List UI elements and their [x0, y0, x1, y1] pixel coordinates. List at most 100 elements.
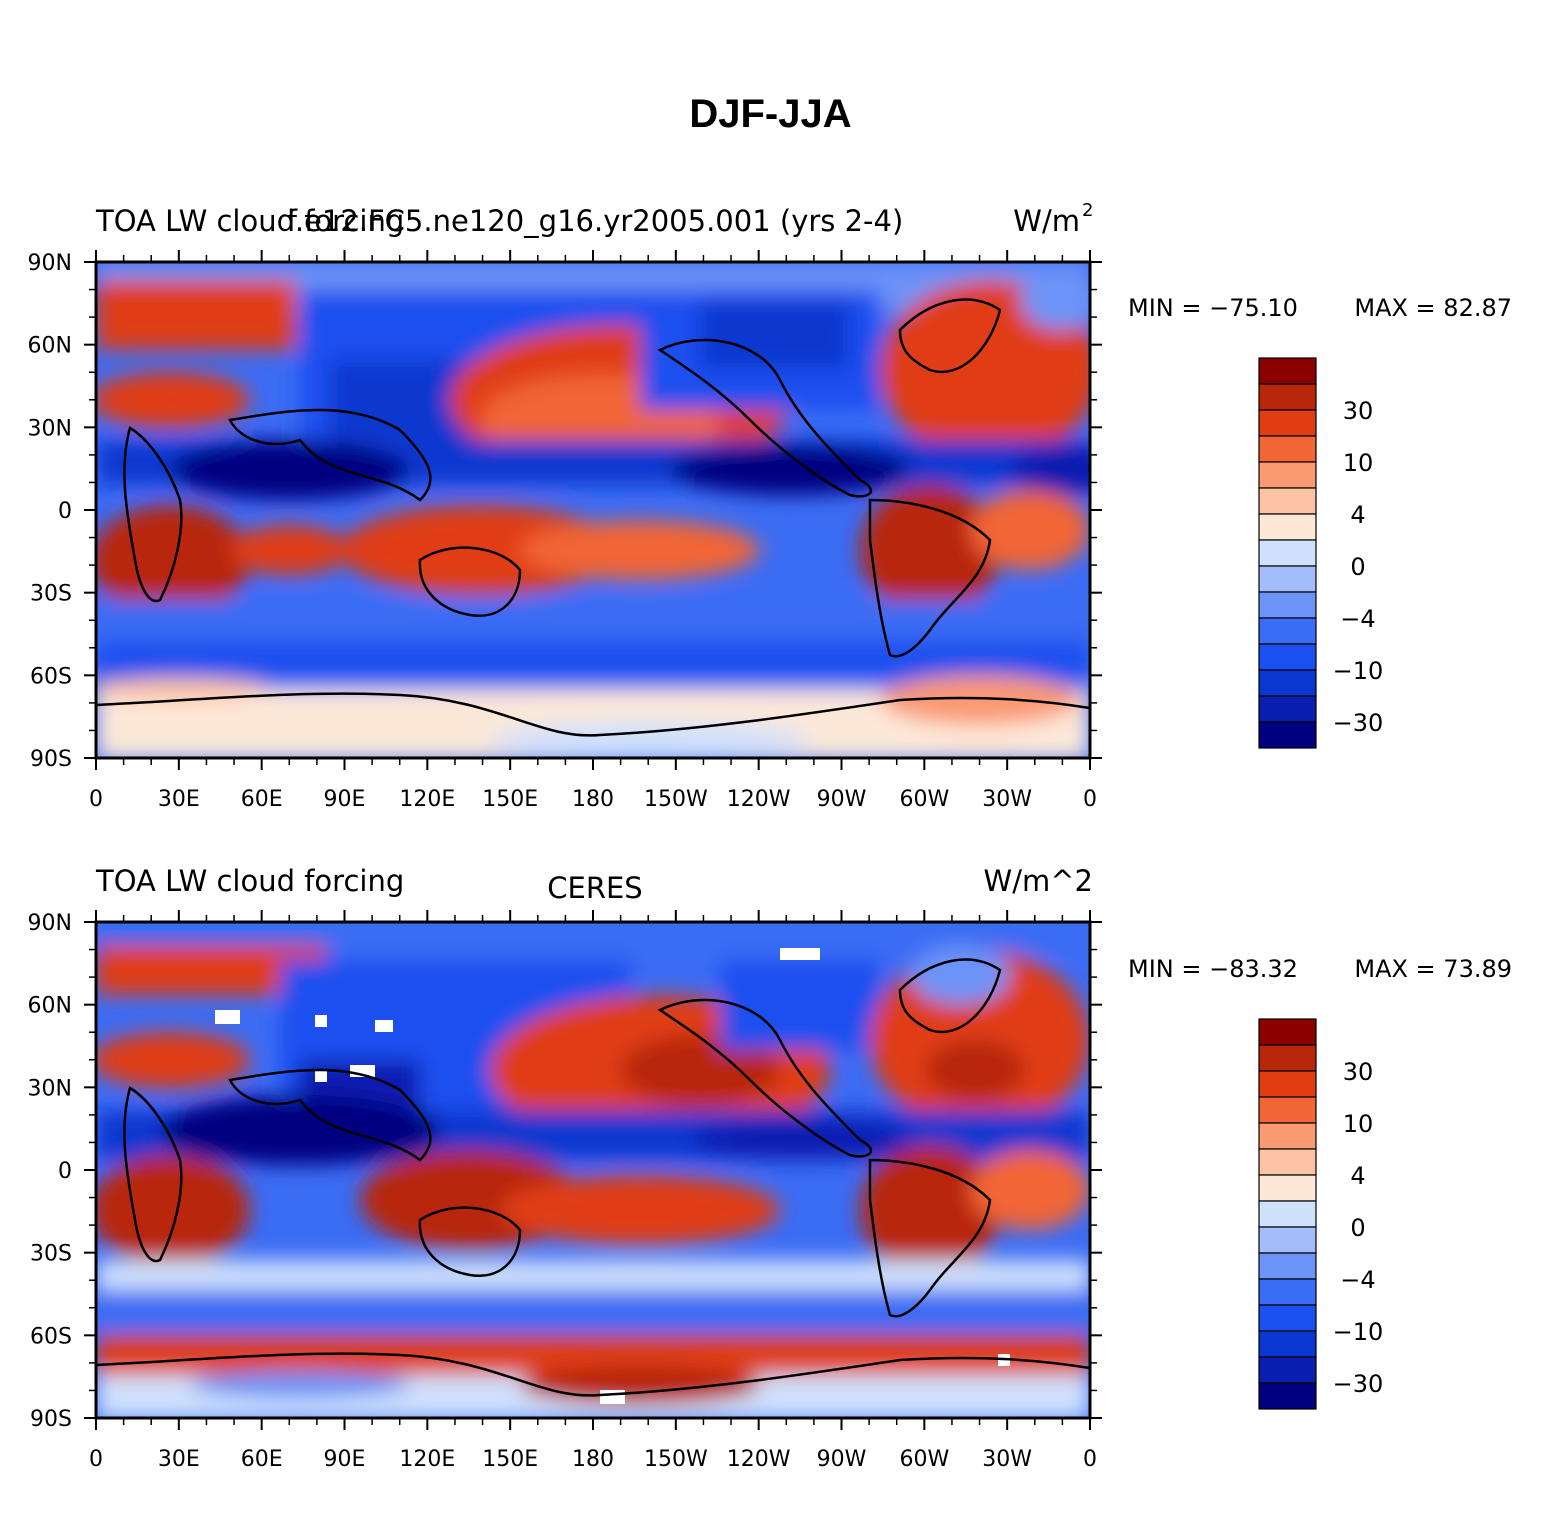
colorbar-swatch — [1258, 591, 1317, 619]
x-tick-label: 120W — [727, 1447, 791, 1472]
colorbar-swatch — [1258, 669, 1317, 697]
panel-left-title: TOA LW cloud forcing — [95, 204, 404, 238]
colorbar-swatch — [1258, 1252, 1317, 1280]
x-tick-label: 30E — [158, 787, 200, 812]
x-tick-label: 150W — [644, 1447, 708, 1472]
field-map — [96, 262, 1090, 758]
colorbar-label: 10 — [1343, 1110, 1374, 1138]
x-tick-label: 0 — [89, 1447, 103, 1472]
panel-left-title: TOA LW cloud forcing — [95, 864, 404, 898]
y-tick-label: 60S — [30, 664, 72, 689]
x-tick-label: 60E — [241, 1447, 283, 1472]
colorbar-label: 30 — [1343, 1058, 1374, 1086]
x-tick-label: 90E — [324, 787, 366, 812]
colorbar-swatch — [1258, 409, 1317, 437]
x-tick-label: 0 — [89, 787, 103, 812]
max-label: MAX = 82.87 — [1354, 294, 1512, 322]
y-tick-label: 90N — [28, 911, 72, 936]
colorbar-label: −10 — [1333, 657, 1384, 685]
colorbar-label: 10 — [1343, 449, 1374, 477]
x-tick-label: 90W — [817, 787, 867, 812]
panel-center-title: CERES — [547, 871, 642, 905]
colorbar-swatch — [1258, 1096, 1317, 1124]
y-tick-label: 90N — [28, 251, 72, 276]
panel-center-title: f.e12.FC5.ne120_g16.yr2005.001 (yrs 2-4) — [287, 204, 904, 238]
x-tick-label: 60W — [899, 1447, 949, 1472]
axis-ticks: 0 30E 60E 90E 120E 150E 180 150W 120W 90W 60W 30W 09… — [28, 250, 1102, 812]
colorbar-label: −4 — [1340, 1266, 1375, 1294]
x-tick-label: 150E — [482, 787, 538, 812]
colorbar-swatch — [1258, 539, 1317, 567]
panel-units-superscript: 2 — [1082, 200, 1093, 221]
min-label: MIN = −83.32 — [1128, 955, 1298, 983]
colorbar-swatch — [1258, 1382, 1317, 1410]
colorbar-swatch — [1258, 1330, 1317, 1358]
x-tick-label: 150E — [482, 1447, 538, 1472]
colorbar-swatch — [1258, 1304, 1317, 1332]
colorbar-label: −4 — [1340, 605, 1375, 633]
panel-ceres: TOA LW cloud forcing CERES W/m^2 — [28, 864, 1512, 1472]
x-tick-label: 30W — [982, 787, 1032, 812]
x-tick-label: 150W — [644, 787, 708, 812]
axis-ticks: 0 30E 60E 90E 120E 150E 180 150W 120W 90W 60W 30W 09… — [28, 910, 1102, 1472]
field-map — [96, 922, 1090, 1418]
colorbar-swatch — [1258, 617, 1317, 645]
x-tick-label: 0 — [1083, 1447, 1097, 1472]
colorbar-label: 4 — [1350, 501, 1365, 529]
y-tick-label: 30N — [28, 416, 72, 441]
colorbar-label: −30 — [1333, 1370, 1384, 1398]
colorbar-label: 30 — [1343, 397, 1374, 425]
y-tick-label: 0 — [58, 499, 72, 524]
x-tick-label: 90W — [817, 1447, 867, 1472]
max-label: MAX = 73.89 — [1354, 955, 1512, 983]
colorbar-swatch — [1258, 435, 1317, 463]
y-tick-label: 60N — [28, 334, 72, 359]
colorbar-swatch — [1258, 487, 1317, 515]
y-tick-label: 30S — [30, 582, 72, 607]
colorbar-label: 4 — [1350, 1162, 1365, 1190]
y-tick-label: 0 — [58, 1159, 72, 1184]
x-tick-label: 90E — [324, 1447, 366, 1472]
x-tick-label: 30W — [982, 1447, 1032, 1472]
x-tick-label: 180 — [572, 787, 614, 812]
colorbar-label: 0 — [1350, 553, 1365, 581]
colorbar-swatch — [1258, 357, 1317, 385]
coastlines — [96, 958, 1090, 1397]
colorbar-swatch — [1258, 1226, 1317, 1254]
panel-units: W/m^2 — [984, 864, 1093, 898]
colorbar-swatch — [1258, 1174, 1317, 1202]
y-tick-label: 90S — [30, 1407, 72, 1432]
panel-model: TOA LW cloud forcing f.e12.FC5.ne120_g16… — [28, 200, 1512, 812]
colorbar-swatch — [1258, 513, 1317, 541]
y-tick-label: 60N — [28, 994, 72, 1019]
colorbar-swatch — [1258, 643, 1317, 671]
colorbar-swatch — [1258, 721, 1317, 749]
coastlines — [96, 298, 1090, 737]
figure-title: DJF-JJA — [689, 92, 852, 136]
colorbar-swatch — [1258, 383, 1317, 411]
colorbar-swatch — [1258, 1070, 1317, 1098]
colorbar-swatch — [1258, 1356, 1317, 1384]
colorbar-swatch — [1258, 1122, 1317, 1150]
colorbar-label: −10 — [1333, 1318, 1384, 1346]
colorbar-swatch — [1258, 461, 1317, 489]
colorbar-swatch — [1258, 565, 1317, 593]
colorbar-label: −30 — [1333, 709, 1384, 737]
x-tick-label: 60E — [241, 787, 283, 812]
colorbar-swatch — [1258, 695, 1317, 723]
colorbar-label: 0 — [1350, 1214, 1365, 1242]
x-tick-label: 60W — [899, 787, 949, 812]
y-tick-label: 30N — [28, 1076, 72, 1101]
x-tick-label: 30E — [158, 1447, 200, 1472]
colorbar-swatch — [1258, 1148, 1317, 1176]
colorbar-swatch — [1258, 1200, 1317, 1228]
x-tick-label: 120E — [399, 1447, 455, 1472]
colorbar: 30 10 4 0 −4 −10 −30 — [1258, 1018, 1384, 1410]
x-tick-label: 120E — [399, 787, 455, 812]
y-tick-label: 90S — [30, 747, 72, 772]
colorbar-swatch — [1258, 1044, 1317, 1072]
x-tick-label: 0 — [1083, 787, 1097, 812]
y-tick-label: 60S — [30, 1324, 72, 1349]
x-tick-label: 120W — [727, 787, 791, 812]
